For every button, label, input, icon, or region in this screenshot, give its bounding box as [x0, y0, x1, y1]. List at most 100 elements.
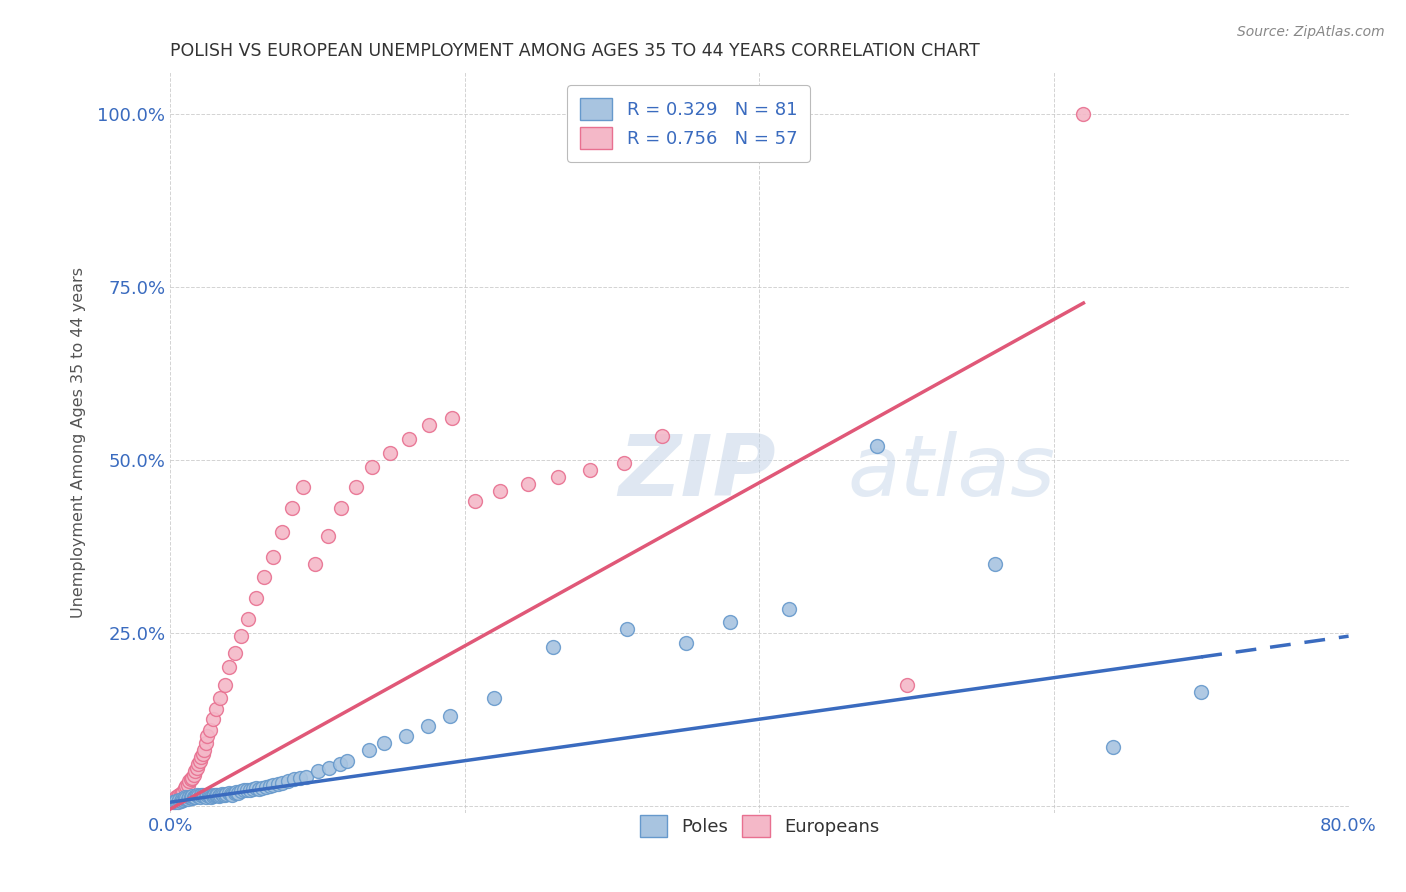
Point: [169, 787, 191, 801]
Point: [344, 480, 367, 494]
Point: [209, 788, 232, 802]
Point: [336, 754, 359, 768]
Point: [316, 529, 339, 543]
Point: [484, 691, 506, 706]
Point: [616, 622, 638, 636]
Point: [191, 789, 214, 803]
Y-axis label: Unemployment Among Ages 35 to 44 years: Unemployment Among Ages 35 to 44 years: [72, 267, 86, 618]
Point: [186, 789, 208, 803]
Point: [187, 757, 209, 772]
Point: [395, 730, 418, 744]
Point: [330, 501, 353, 516]
Point: [191, 747, 214, 761]
Point: [180, 772, 202, 787]
Point: [197, 789, 219, 803]
Point: [190, 750, 212, 764]
Point: [166, 795, 188, 809]
Point: [184, 790, 207, 805]
Point: [172, 785, 194, 799]
Point: [357, 743, 380, 757]
Point: [489, 483, 512, 498]
Point: [162, 793, 184, 807]
Point: [271, 525, 294, 540]
Point: [254, 780, 277, 794]
Point: [187, 789, 209, 803]
Point: [361, 459, 384, 474]
Point: [177, 791, 200, 805]
Point: [1102, 739, 1125, 754]
Point: [180, 790, 202, 805]
Point: [165, 790, 187, 805]
Point: [613, 456, 636, 470]
Point: [247, 782, 270, 797]
Point: [541, 640, 564, 654]
Point: [218, 660, 240, 674]
Point: [174, 781, 197, 796]
Point: [167, 793, 190, 807]
Point: [373, 736, 395, 750]
Point: [195, 788, 218, 802]
Point: [194, 736, 217, 750]
Point: [169, 794, 191, 808]
Point: [221, 788, 243, 802]
Point: [271, 776, 294, 790]
Point: [201, 712, 224, 726]
Point: [183, 789, 205, 804]
Point: [294, 770, 316, 784]
Point: [579, 463, 602, 477]
Point: [288, 771, 311, 785]
Point: [190, 788, 212, 802]
Point: [224, 786, 246, 800]
Point: [215, 787, 238, 801]
Point: [212, 788, 235, 802]
Point: [193, 789, 215, 803]
Point: [304, 557, 326, 571]
Point: [242, 782, 264, 797]
Point: [214, 677, 236, 691]
Point: [232, 783, 254, 797]
Point: [984, 557, 1007, 571]
Point: [207, 789, 229, 803]
Point: [547, 470, 569, 484]
Point: [181, 791, 204, 805]
Point: [239, 783, 262, 797]
Point: [262, 778, 284, 792]
Point: [329, 757, 352, 772]
Point: [167, 789, 190, 803]
Point: [675, 636, 697, 650]
Point: [778, 601, 800, 615]
Point: [245, 781, 267, 796]
Point: [866, 439, 889, 453]
Point: [517, 477, 540, 491]
Point: [181, 789, 204, 803]
Point: [209, 691, 232, 706]
Point: [238, 612, 260, 626]
Point: [201, 789, 224, 803]
Point: [218, 786, 240, 800]
Point: [245, 591, 267, 606]
Point: [179, 774, 201, 789]
Point: [307, 764, 329, 778]
Point: [229, 629, 252, 643]
Point: [195, 730, 218, 744]
Point: [277, 774, 299, 789]
Point: [172, 793, 194, 807]
Point: [176, 791, 198, 805]
Point: [651, 428, 673, 442]
Point: [183, 767, 205, 781]
Point: [214, 789, 236, 803]
Point: [318, 761, 340, 775]
Text: atlas: atlas: [848, 431, 1056, 514]
Point: [198, 723, 221, 737]
Point: [439, 708, 461, 723]
Point: [253, 570, 276, 584]
Point: [208, 789, 231, 803]
Point: [176, 779, 198, 793]
Point: [188, 754, 211, 768]
Point: [262, 549, 284, 564]
Text: POLISH VS EUROPEAN UNEMPLOYMENT AMONG AGES 35 TO 44 YEARS CORRELATION CHART: POLISH VS EUROPEAN UNEMPLOYMENT AMONG AG…: [170, 42, 980, 60]
Text: ZIP: ZIP: [619, 431, 776, 514]
Point: [163, 795, 186, 809]
Point: [464, 494, 486, 508]
Point: [194, 789, 217, 804]
